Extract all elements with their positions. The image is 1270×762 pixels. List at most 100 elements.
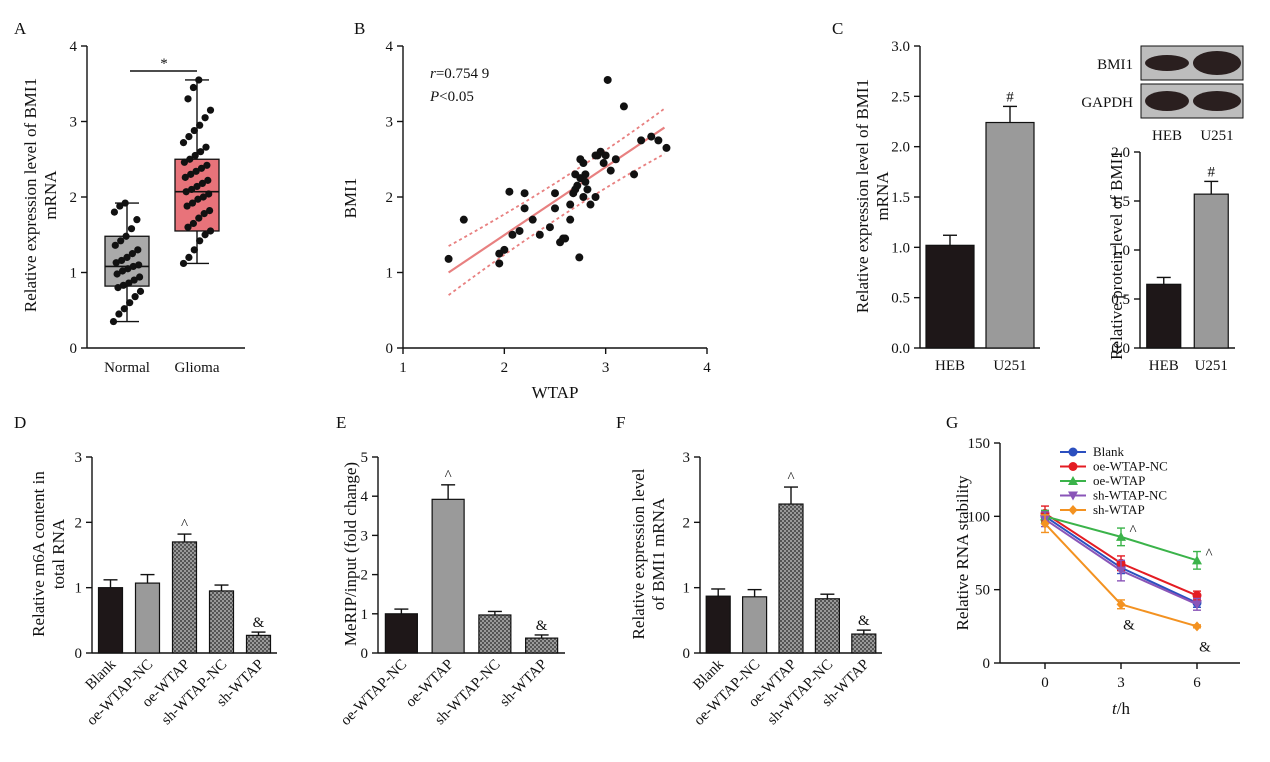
panel-label-A: A (14, 19, 27, 38)
B-x-tick-label: 4 (703, 360, 711, 376)
B-x-label: WTAP (532, 383, 579, 402)
blot-lane-label: HEB (1152, 128, 1182, 144)
scatter-point (495, 249, 504, 258)
C1-x-tick-label: HEB (935, 358, 965, 374)
bar-oe-wtap-nc (134, 582, 161, 654)
B-y-label-group: BMI1 (341, 178, 360, 219)
box-point (123, 253, 131, 261)
A-y-label-group: Relative expression level of BMI1 mRNA (21, 78, 60, 312)
E-y-label-group: MeRIP/input (fold change) (341, 462, 360, 646)
C1-x-tick-label: U251 (993, 358, 1026, 374)
scatter-point (630, 170, 639, 179)
G-y-tick-label: 150 (968, 436, 991, 452)
box-point (197, 148, 205, 156)
box-point (194, 195, 202, 203)
box-point (187, 170, 195, 178)
scatter-point (601, 151, 610, 160)
A-y-tick-label: 0 (70, 341, 78, 357)
legend-entry: Blank (1093, 444, 1125, 459)
C1-y-label: Relative expression level of BMI1 (853, 79, 872, 313)
scatter-point (603, 75, 612, 84)
scatter-point (579, 159, 588, 168)
legend-swatch-marker (1068, 447, 1078, 457)
C2-y-label: Relative protein level of BMI1 (1107, 150, 1126, 360)
B-y-tick-label: 4 (386, 39, 394, 55)
panel-label-C: C (832, 19, 843, 38)
box-point (203, 161, 211, 169)
scatter-point (575, 253, 584, 262)
C2-y-tick-label: 2.0 (1111, 145, 1130, 161)
F-y-label: Relative expression level (629, 468, 648, 639)
scatter-point (545, 223, 554, 232)
legend-entry: oe-WTAP (1093, 473, 1145, 488)
box-point (133, 216, 141, 224)
D-y-tick-label: 0 (75, 646, 83, 662)
box-point (112, 259, 120, 267)
box-point (201, 231, 209, 239)
box-point (188, 199, 197, 207)
E-y-tick-label: 5 (361, 450, 369, 466)
significance-marker: & (1199, 639, 1211, 655)
box-point (136, 287, 145, 295)
box-point (183, 202, 191, 210)
G-x-tick-label: 6 (1193, 675, 1201, 691)
panel-label-D: D (14, 413, 26, 432)
C1-y-tick-label: 2.0 (891, 140, 910, 156)
panel-label-F: F (616, 413, 625, 432)
box-point (129, 262, 137, 271)
B-annotation-p: P<0.05 (429, 89, 474, 105)
box-point (121, 199, 129, 207)
bar-oe-wtap (778, 503, 804, 654)
E-y-label: MeRIP/input (fold change) (341, 462, 360, 646)
scatter-point (505, 187, 514, 196)
bar-blank (705, 595, 731, 654)
scatter-point (599, 159, 608, 168)
confidence-band-upper (448, 107, 665, 247)
box-point (193, 182, 201, 191)
box-point (186, 155, 194, 163)
box-point (195, 214, 203, 222)
box-point (196, 121, 204, 129)
series-point-sh-wtap (1116, 599, 1126, 610)
scatter-point (591, 151, 600, 160)
F-y-tick-label: 2 (683, 515, 691, 531)
scatter-point (581, 177, 590, 186)
D-y-tick-label: 2 (75, 515, 83, 531)
box-point (202, 143, 210, 151)
A-y-tick-label: 3 (70, 115, 78, 131)
box-point (131, 293, 139, 301)
G-y-tick-label: 0 (983, 656, 991, 672)
box-point (200, 210, 208, 218)
box-point (128, 250, 136, 258)
box-point (182, 188, 190, 196)
series-point-sh-wtap (1192, 621, 1202, 632)
bar-sh-wtap-nc (208, 590, 235, 654)
box-point (114, 284, 122, 292)
significance-marker: ^ (1129, 523, 1136, 539)
box-point (184, 223, 192, 231)
A-y-label: Relative expression level of BMI1 (21, 78, 40, 312)
significance-marker: & (253, 615, 265, 631)
E-y-tick-label: 3 (361, 528, 369, 544)
box-point (184, 95, 192, 103)
bar-sh-wtap (851, 633, 877, 654)
B-x-tick-label: 2 (501, 360, 509, 376)
significance-marker: ^ (181, 517, 188, 533)
C1-y-tick-label: 3.0 (891, 39, 910, 55)
scatter-point (579, 193, 588, 201)
box-point (130, 276, 138, 284)
box-point (181, 173, 189, 181)
box-point (206, 227, 215, 235)
scatter-point (591, 193, 600, 201)
legend-entry: sh-WTAP-NC (1093, 488, 1167, 503)
box-point (192, 167, 200, 175)
B-y-tick-label: 0 (386, 341, 394, 357)
scatter-point (637, 136, 646, 145)
blot-row-label: BMI1 (1097, 57, 1133, 73)
bar-sh-wtap-nc (814, 598, 841, 654)
scatter-point (459, 215, 468, 224)
box-point (124, 265, 132, 273)
significance-marker: & (858, 613, 870, 629)
legend-swatch-marker (1068, 491, 1078, 501)
box-point (191, 151, 199, 160)
